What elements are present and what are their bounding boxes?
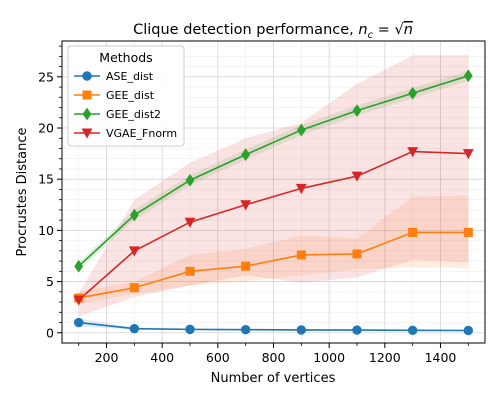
data-point-ASE_dist: [240, 324, 251, 335]
chart-title-math-n: n: [358, 22, 367, 38]
legend-title: Methods: [99, 50, 152, 65]
y-tick-label: 15: [38, 172, 54, 187]
data-point-GEE_dist: [129, 283, 139, 293]
data-point-GEE_dist: [296, 250, 306, 260]
data-point-GEE_dist2: [463, 69, 473, 83]
series-lines: [78, 75, 469, 332]
data-point-ASE_dist: [185, 324, 195, 335]
y-axis-ticks: 0 5 10 15 20 25: [38, 45, 62, 340]
data-point-VGAE_Fnorm: [407, 147, 419, 158]
legend-marker-GEE_dist: [82, 90, 92, 100]
chart-title-text: Clique detection performance,: [133, 22, 358, 38]
chart-title: Clique detection performance, nc = √n: [133, 22, 413, 41]
data-point-GEE_dist: [408, 227, 418, 237]
y-tick-label: 10: [38, 223, 54, 238]
chart-title-math-eq: = √: [373, 22, 404, 38]
x-tick-label: 800: [262, 350, 286, 365]
legend-marker-VGAE_Fnorm: [81, 128, 93, 139]
x-tick-label: 1400: [425, 350, 457, 365]
data-point-GEE_dist: [463, 227, 473, 237]
data-point-ASE_dist: [129, 323, 140, 334]
confidence-band-GEE_dist2: [78, 70, 469, 271]
x-tick-label: 1000: [313, 350, 345, 365]
legend-label: GEE_dist2: [106, 108, 161, 121]
data-point-VGAE_Fnorm: [462, 149, 474, 160]
y-tick-label: 0: [46, 325, 54, 340]
x-tick-label: 200: [95, 350, 119, 365]
series-markers: [73, 69, 474, 336]
data-point-GEE_dist2: [241, 148, 251, 162]
data-point-VGAE_Fnorm: [73, 295, 85, 306]
confidence-band-VGAE_Fnorm: [78, 55, 469, 317]
legend-label: VGAE_Fnorm: [106, 127, 177, 140]
x-tick-label: 400: [150, 350, 174, 365]
data-point-GEE_dist: [352, 249, 362, 259]
data-point-ASE_dist: [407, 325, 418, 336]
y-tick-label: 20: [38, 121, 54, 136]
series-line-GEE_dist: [78, 231, 469, 299]
data-point-GEE_dist2: [185, 173, 195, 187]
data-point-GEE_dist2: [408, 86, 418, 100]
grid-lines: [62, 41, 485, 343]
series-line-ASE_dist: [78, 321, 469, 332]
y-axis-label: Procrustes Distance: [15, 128, 30, 257]
data-point-VGAE_Fnorm: [351, 171, 363, 182]
data-point-ASE_dist: [463, 325, 474, 336]
legend-label: GEE_dist: [106, 89, 155, 102]
series-line-VGAE_Fnorm: [78, 150, 469, 301]
x-tick-label: 1200: [369, 350, 401, 365]
x-axis-ticks: 200 400 600 800 1000 1200 1400: [78, 343, 469, 365]
series-line-GEE_dist2: [78, 75, 469, 267]
data-point-ASE_dist: [296, 325, 307, 335]
y-tick-label: 25: [38, 69, 54, 84]
data-point-VGAE_Fnorm: [128, 246, 140, 257]
x-tick-label: 600: [206, 350, 230, 365]
data-point-VGAE_Fnorm: [240, 200, 252, 211]
confidence-band-GEE_dist: [78, 195, 469, 305]
legend-box: [67, 45, 185, 147]
y-tick-label: 5: [46, 274, 54, 289]
data-point-GEE_dist2: [352, 104, 362, 117]
legend-label: ASE_dist: [106, 70, 154, 83]
data-point-VGAE_Fnorm: [184, 217, 196, 228]
x-axis-label: Number of vertices: [211, 371, 336, 386]
legend: Methods ASE_dist GEE_dist GEE_dist2 VGAE_Fn…: [67, 45, 185, 147]
data-point-GEE_dist2: [296, 123, 306, 137]
data-point-GEE_dist: [185, 266, 195, 276]
data-point-VGAE_Fnorm: [295, 183, 307, 195]
data-point-GEE_dist2: [129, 208, 139, 222]
chart-title-math-sub: c: [368, 30, 374, 41]
data-point-GEE_dist2: [74, 259, 84, 273]
data-point-ASE_dist: [352, 325, 362, 335]
legend-marker-GEE_dist2: [82, 107, 92, 121]
data-point-ASE_dist: [73, 317, 84, 328]
legend-marker-ASE_dist: [82, 71, 92, 81]
data-point-GEE_dist: [241, 261, 251, 271]
chart-title-math-radicand: n: [404, 22, 413, 38]
